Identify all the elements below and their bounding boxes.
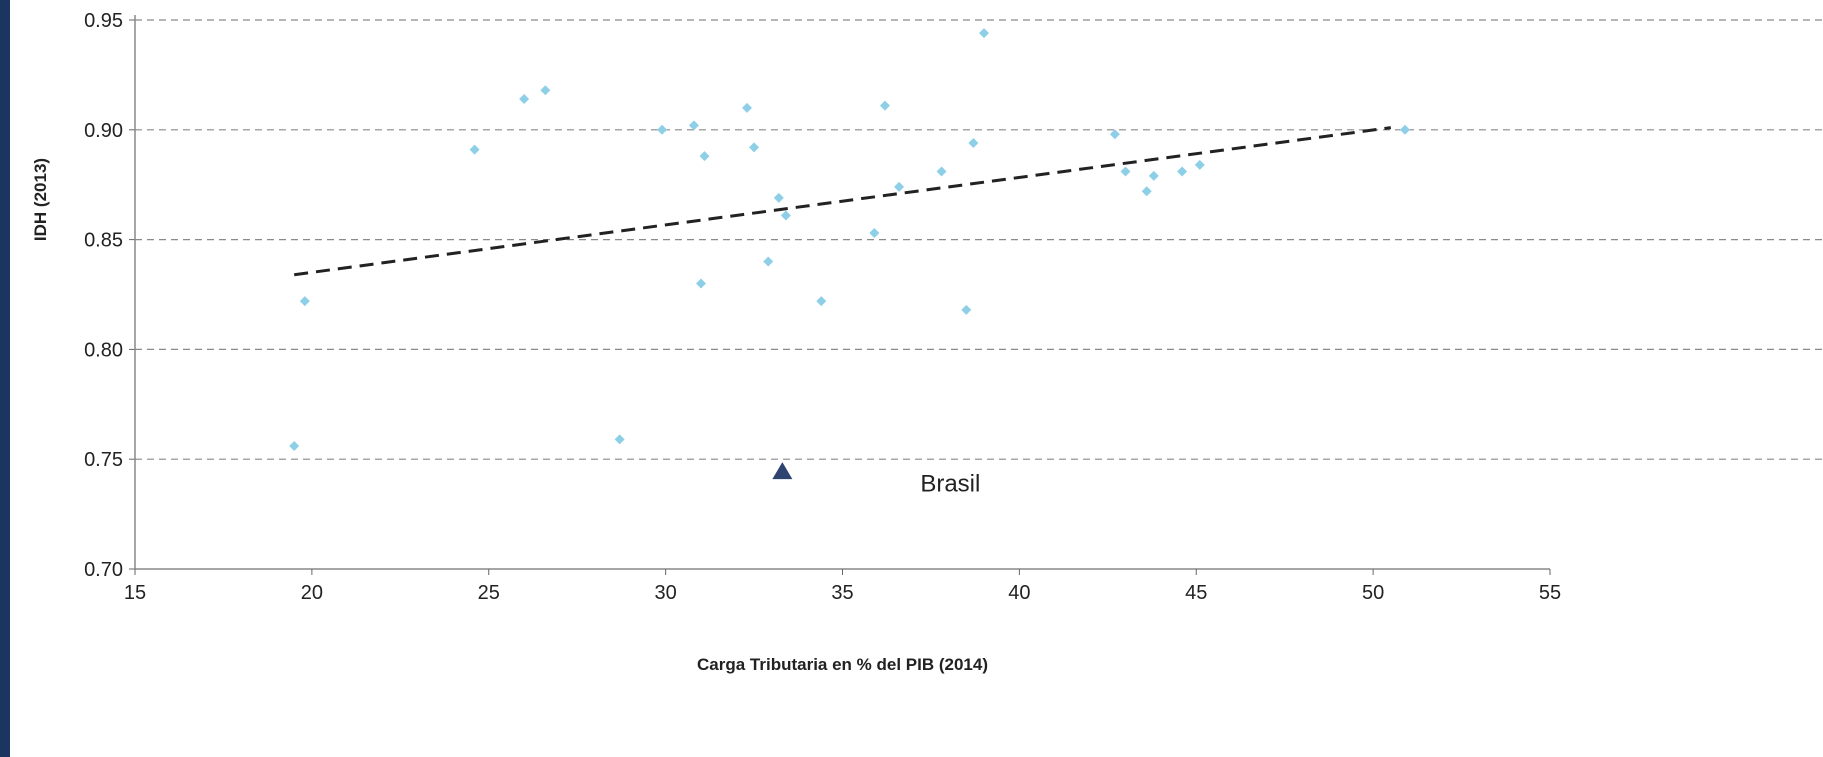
point-0-22 <box>979 28 989 39</box>
point-0-26 <box>1148 170 1159 181</box>
point-0-0 <box>289 441 300 452</box>
x-tick-label-3: 30 <box>655 582 677 604</box>
x-tick-label-4: 35 <box>831 582 853 604</box>
point-0-29 <box>1399 124 1410 135</box>
x-axis-title: Carga Tributaria en % del PIB (2014) <box>697 655 988 674</box>
point-brasil <box>772 462 793 480</box>
point-0-11 <box>749 142 760 153</box>
y-tick-label-5: 0.95 <box>84 10 123 32</box>
point-0-15 <box>816 296 827 307</box>
annotation-label: Brasil <box>920 470 980 497</box>
point-0-8 <box>696 278 706 289</box>
axes <box>129 15 1551 575</box>
x-tick-label-2: 25 <box>478 582 500 604</box>
x-tick-label-0: 15 <box>124 582 146 604</box>
trendline-layer <box>293 126 1392 277</box>
point-0-21 <box>968 137 979 148</box>
y-tick-label-4: 0.90 <box>84 120 123 142</box>
point-0-2 <box>469 144 480 155</box>
point-0-10 <box>741 102 752 113</box>
point-0-12 <box>763 256 774 267</box>
tick-labels: 0.70 0.75 0.80 0.85 0.90 0.95 15 20 25 30 35 40 45 50… <box>84 10 1561 604</box>
point-0-7 <box>688 120 699 131</box>
chart-panel: 0.70 0.75 0.80 0.85 0.90 0.95 15 20 25 30 35 40 45 50… <box>10 0 1823 757</box>
point-0-5 <box>614 434 625 445</box>
point-0-27 <box>1177 166 1188 177</box>
data-points <box>289 28 1410 480</box>
scatter-chart: 0.70 0.75 0.80 0.85 0.90 0.95 15 20 25 30 35 40 45 50… <box>31 10 1823 674</box>
point-0-3 <box>519 94 530 105</box>
trendline <box>293 126 1392 277</box>
gridlines <box>135 19 1823 460</box>
y-tick-label-0: 0.70 <box>84 559 123 581</box>
point-0-19 <box>936 166 947 177</box>
x-tick-label-5: 40 <box>1008 582 1030 604</box>
point-0-4 <box>540 85 551 96</box>
point-0-1 <box>299 296 310 307</box>
point-0-20 <box>961 304 972 315</box>
y-tick-label-3: 0.85 <box>84 230 123 252</box>
x-tick-label-7: 50 <box>1362 582 1384 604</box>
x-tick-label-6: 45 <box>1185 582 1207 604</box>
point-0-16 <box>869 228 880 239</box>
point-0-23 <box>1109 129 1120 140</box>
point-0-18 <box>894 181 905 192</box>
point-0-17 <box>879 100 890 111</box>
y-axis-title: IDH (2013) <box>31 158 50 241</box>
x-tick-label-8: 55 <box>1539 582 1561 604</box>
point-0-14 <box>780 210 791 221</box>
y-tick-label-2: 0.80 <box>84 339 123 361</box>
point-0-25 <box>1141 186 1152 197</box>
point-0-24 <box>1120 166 1131 177</box>
annotations: Brasil <box>920 470 980 497</box>
point-0-28 <box>1194 159 1205 170</box>
point-0-9 <box>699 151 710 162</box>
point-0-6 <box>657 124 668 135</box>
y-tick-label-1: 0.75 <box>84 449 123 471</box>
point-0-13 <box>773 192 784 203</box>
x-tick-label-1: 20 <box>301 582 323 604</box>
